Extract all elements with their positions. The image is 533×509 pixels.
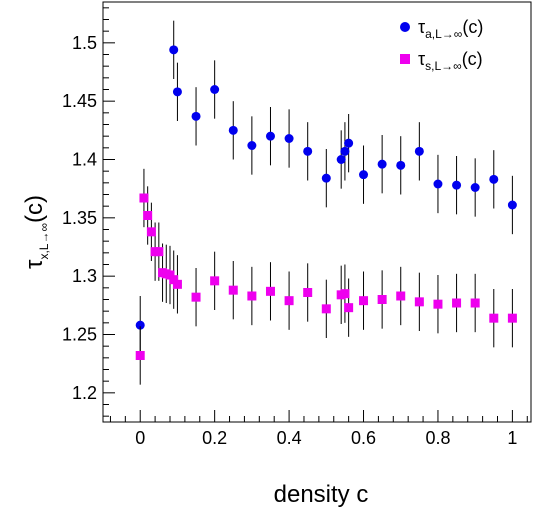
x-axis-title: density c — [274, 481, 369, 508]
data-point — [470, 298, 480, 308]
data-point — [344, 138, 354, 148]
data-point — [452, 298, 462, 308]
data-point — [191, 111, 201, 121]
x-tick-label: 1 — [507, 428, 517, 448]
data-point — [228, 125, 238, 135]
legend-label-series-a: τa,L→∞(c) — [418, 17, 483, 41]
plot-frame — [102, 1, 532, 423]
y-axis: 1.2 1.25 1.3 1.35 1.4 1.45 1.5 — [62, 7, 115, 417]
series-layer — [135, 20, 517, 385]
data-point — [135, 320, 145, 330]
data-point — [344, 303, 354, 313]
data-point — [414, 146, 424, 156]
x-axis: 0 0.2 0.4 0.6 0.8 1 — [109, 410, 528, 448]
y-axis-title: τx,L→∞(c) — [21, 195, 51, 269]
data-point — [340, 146, 350, 156]
legend-label-series-s-suffix: (c) — [462, 49, 483, 69]
x-tick-label: 0.8 — [425, 428, 450, 448]
data-point — [359, 170, 369, 180]
legend-label-series-s-base: τ — [418, 49, 425, 69]
data-point — [247, 291, 257, 301]
x-tick-label: 0.2 — [202, 428, 227, 448]
y-tick-label: 1.2 — [72, 383, 97, 403]
data-point — [507, 200, 517, 210]
y-axis-title-base: τ — [21, 259, 48, 269]
data-point — [414, 297, 424, 307]
data-point — [172, 87, 182, 97]
data-point — [154, 247, 164, 257]
data-point — [377, 295, 387, 304]
data-point — [146, 227, 156, 237]
data-point — [433, 179, 443, 189]
data-point — [489, 174, 499, 184]
data-point — [284, 296, 294, 306]
data-point — [470, 183, 480, 192]
y-axis-title-suffix: (c) — [21, 195, 48, 223]
x-tick-label: 0.4 — [277, 428, 302, 448]
data-point — [284, 134, 294, 143]
x-tick-label: 0 — [135, 428, 145, 448]
data-point — [321, 173, 331, 183]
data-point — [452, 180, 462, 190]
data-point — [303, 288, 313, 297]
data-point — [143, 211, 153, 220]
y-axis-title-subscript: x,L→∞ — [37, 223, 51, 260]
legend-label-series-s-subscript: s,L→∞ — [425, 59, 462, 73]
data-point — [165, 270, 175, 280]
data-point — [396, 160, 406, 170]
legend-label-series-a-subscript: a,L→∞ — [425, 27, 462, 41]
y-tick-label: 1.45 — [62, 91, 97, 111]
plot-area-border — [102, 1, 532, 423]
data-point — [489, 313, 499, 323]
series-a — [135, 20, 517, 355]
data-point — [377, 159, 387, 169]
legend-label-series-a-suffix: (c) — [462, 17, 483, 37]
data-point — [210, 85, 220, 94]
data-point — [303, 146, 313, 156]
data-point — [191, 292, 201, 302]
data-point — [507, 313, 517, 323]
x-tick-label: 0.6 — [351, 428, 376, 448]
legend-label-series-a-base: τ — [418, 17, 425, 37]
data-point — [321, 304, 331, 314]
data-point — [135, 351, 145, 360]
data-point — [139, 193, 149, 203]
data-point — [265, 131, 275, 141]
data-point — [247, 141, 257, 150]
data-point — [340, 289, 350, 299]
data-point — [169, 45, 179, 55]
y-tick-label: 1.4 — [72, 150, 97, 170]
y-tick-label: 1.5 — [72, 33, 97, 53]
y-tick-label: 1.3 — [72, 266, 97, 286]
data-point — [169, 275, 179, 285]
data-point — [396, 291, 406, 301]
legend: τa,L→∞(c) τs,L→∞(c) — [400, 17, 483, 73]
data-point — [172, 279, 182, 289]
data-point — [210, 276, 220, 286]
data-point — [228, 285, 238, 295]
y-tick-label: 1.35 — [62, 208, 97, 228]
series-s — [135, 168, 517, 385]
data-point — [359, 296, 369, 306]
legend-label-series-s: τs,L→∞(c) — [418, 49, 483, 73]
data-point — [433, 299, 443, 309]
legend-marker-series-a — [400, 22, 410, 32]
data-point — [336, 155, 346, 164]
data-point — [265, 286, 275, 296]
legend-marker-series-s — [400, 54, 410, 64]
y-tick-label: 1.25 — [62, 325, 97, 345]
